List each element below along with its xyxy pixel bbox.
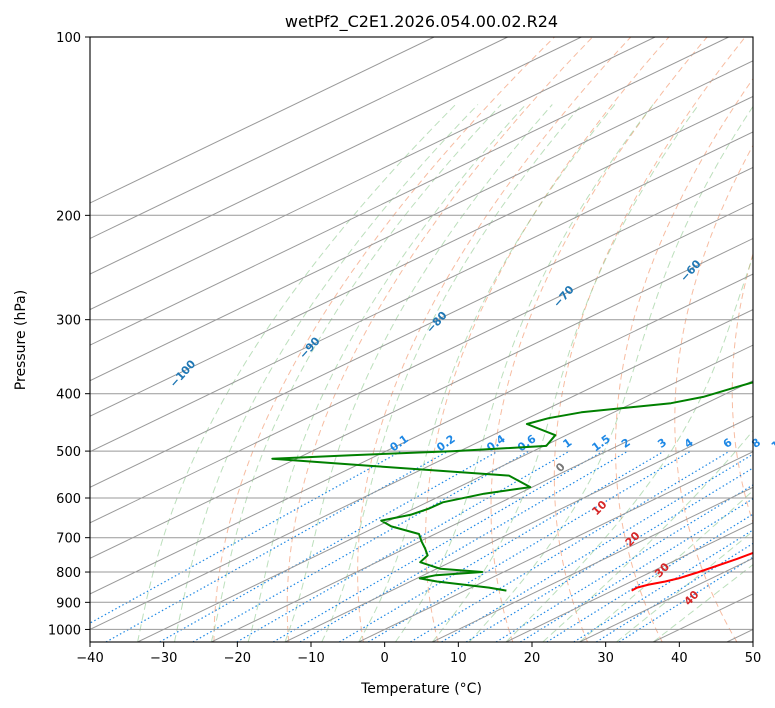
x-tick-label: −30 xyxy=(150,651,177,666)
mixing-ratio-label: 10 xyxy=(769,433,775,453)
y-tick-label: 300 xyxy=(56,314,81,329)
isotherm-line xyxy=(432,486,753,642)
mixing-ratio-line xyxy=(338,450,665,642)
isotherm-line xyxy=(90,202,753,524)
y-tick-label: 500 xyxy=(56,445,81,460)
dry-adiabat xyxy=(213,37,555,642)
isotherm-line xyxy=(358,451,753,642)
moist-adiabat xyxy=(542,429,753,642)
moist-adiabat xyxy=(395,104,654,642)
moist-adiabat xyxy=(505,254,753,642)
dry-adiabat xyxy=(357,37,632,642)
isotherm-line xyxy=(90,273,753,595)
mixing-ratio-line xyxy=(299,450,629,642)
x-tick-label: 30 xyxy=(597,651,614,666)
isotherm-line xyxy=(90,60,753,382)
x-tick-label: 0 xyxy=(381,651,389,666)
x-axis: −40 −30 −20 −10 0 10 20 30 40 50 xyxy=(76,642,761,666)
x-tick-label: 50 xyxy=(745,651,762,666)
isotherm-line xyxy=(90,37,508,240)
isotherm-line xyxy=(90,131,753,453)
isotherm-line xyxy=(211,380,753,642)
moist-adiabat xyxy=(358,104,616,642)
dry-adiabat xyxy=(425,37,670,642)
sounding-profiles xyxy=(271,381,753,592)
y-tick-label: 100 xyxy=(56,31,81,46)
isotherm-line xyxy=(90,37,582,275)
isotherm-line xyxy=(90,95,753,417)
mixing-ratio-line xyxy=(367,450,692,642)
x-tick-label: −10 xyxy=(297,651,324,666)
isotherm-line xyxy=(90,309,753,631)
x-axis-title: Temperature (°C) xyxy=(360,681,482,697)
y-tick-label: 400 xyxy=(56,388,81,403)
moist-adiabat xyxy=(321,104,583,642)
moist-adiabat xyxy=(137,104,456,642)
y-axis: 100 200 300 400 500 600 700 800 900 1000 xyxy=(48,31,90,638)
isotherm-line xyxy=(137,344,753,642)
y-tick-label: 600 xyxy=(56,492,81,507)
y-tick-label: 1000 xyxy=(48,623,81,638)
mixing-ratio-line xyxy=(441,453,753,642)
moist-adiabat xyxy=(174,104,479,642)
isotherm-line xyxy=(505,522,753,642)
mixing-ratio-line xyxy=(105,450,449,642)
isotherm-line xyxy=(90,166,753,488)
isotherm-line xyxy=(90,237,753,559)
dry-adiabat xyxy=(490,37,708,642)
dry-adiabat xyxy=(553,37,746,642)
isotherm-line xyxy=(90,37,729,346)
y-tick-label: 700 xyxy=(56,532,81,547)
moist-adiabat xyxy=(579,489,753,642)
moist-adiabat xyxy=(468,105,753,642)
x-tick-label: −40 xyxy=(76,651,103,666)
isotherm-line xyxy=(90,37,435,204)
mixing-ratio-line xyxy=(192,450,530,642)
mixing-ratio-line xyxy=(90,450,402,624)
mixing-ratio-line xyxy=(495,484,753,642)
y-tick-label: 900 xyxy=(56,596,81,611)
y-axis-title: Pressure (hPa) xyxy=(13,290,29,390)
y-tick-label: 200 xyxy=(56,209,81,224)
chart-title: wetPf2_C2E1.2026.054.00.02.R24 xyxy=(285,12,558,32)
mixing-ratio-line xyxy=(465,467,753,642)
y-tick-label: 800 xyxy=(56,566,81,581)
x-tick-label: 40 xyxy=(671,651,688,666)
x-tick-label: 10 xyxy=(450,651,467,666)
x-tick-label: −20 xyxy=(224,651,251,666)
dry-adiabat xyxy=(614,77,753,642)
dewpoint-profile xyxy=(271,381,753,592)
moist-adiabat xyxy=(652,564,753,642)
isotherm-line xyxy=(284,415,753,642)
background-lines xyxy=(90,37,753,642)
mixing-ratio-line xyxy=(159,450,499,642)
mixing-ratio-line xyxy=(546,513,753,642)
mixing-ratio-line xyxy=(573,529,753,642)
dry-adiabat xyxy=(286,37,593,642)
moist-adiabat xyxy=(210,104,502,642)
x-tick-label: 20 xyxy=(524,651,541,666)
dry-adiabat xyxy=(674,144,753,642)
plot-frame xyxy=(89,36,754,643)
isotherm-line xyxy=(90,37,656,311)
